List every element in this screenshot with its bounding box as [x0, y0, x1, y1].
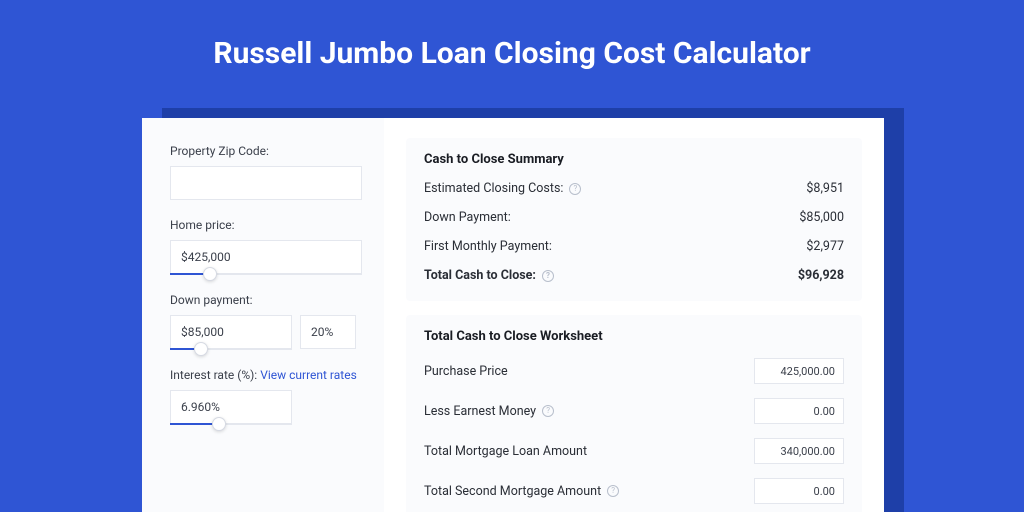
results-panel: Cash to Close Summary Estimated Closing … [384, 118, 884, 512]
slider-thumb[interactable] [212, 417, 226, 431]
home-price-label: Home price: [170, 218, 362, 232]
help-icon[interactable]: ? [569, 183, 581, 195]
worksheet-title: Total Cash to Close Worksheet [424, 329, 844, 344]
summary-section: Cash to Close Summary Estimated Closing … [406, 138, 862, 301]
home-price-slider[interactable] [170, 273, 362, 275]
help-icon[interactable]: ? [542, 405, 554, 417]
worksheet-row: Purchase Price 425,000.00 [424, 358, 844, 384]
summary-row: Estimated Closing Costs:? $8,951 [424, 181, 844, 196]
down-payment-field: Down payment: $85,000 20% [170, 293, 362, 350]
worksheet-row-label-text: Less Earnest Money [424, 404, 536, 419]
worksheet-row-label: Purchase Price [424, 364, 508, 379]
worksheet-row: Less Earnest Money? 0.00 [424, 398, 844, 424]
down-payment-percent-value: 20% [311, 325, 333, 339]
down-payment-amount-value: $85,000 [181, 325, 224, 339]
worksheet-row-label: Total Second Mortgage Amount? [424, 484, 619, 499]
summary-row-label: Down Payment: [424, 210, 511, 225]
worksheet-row-value: 0.00 [814, 485, 835, 498]
worksheet-row-label-text: Total Second Mortgage Amount [424, 484, 601, 499]
worksheet-section: Total Cash to Close Worksheet Purchase P… [406, 315, 862, 512]
page-background: Russell Jumbo Loan Closing Cost Calculat… [0, 0, 1024, 512]
summary-row: First Monthly Payment: $2,977 [424, 239, 844, 254]
summary-row-value: $85,000 [799, 210, 844, 225]
worksheet-row-input[interactable]: 340,000.00 [754, 438, 844, 464]
interest-rate-slider[interactable] [170, 423, 292, 425]
down-payment-slider[interactable] [170, 348, 292, 350]
worksheet-row-input[interactable]: 0.00 [754, 398, 844, 424]
slider-thumb[interactable] [203, 267, 217, 281]
worksheet-row-label: Total Mortgage Loan Amount [424, 444, 587, 459]
worksheet-row-label-text: Purchase Price [424, 364, 508, 379]
summary-row-value: $96,928 [798, 268, 844, 283]
summary-row-label-text: First Monthly Payment: [424, 239, 552, 254]
down-payment-label: Down payment: [170, 293, 362, 307]
summary-row-value: $8,951 [806, 181, 844, 196]
worksheet-row-value: 0.00 [814, 405, 835, 418]
worksheet-row: Total Mortgage Loan Amount 340,000.00 [424, 438, 844, 464]
calculator-card: Property Zip Code: Home price: $425,000 … [142, 118, 884, 512]
zip-label: Property Zip Code: [170, 144, 362, 158]
worksheet-row-input[interactable]: 425,000.00 [754, 358, 844, 384]
summary-row-label-text: Total Cash to Close: [424, 268, 536, 283]
help-icon[interactable]: ? [542, 270, 554, 282]
worksheet-row-label-text: Total Mortgage Loan Amount [424, 444, 587, 459]
summary-row-label: Total Cash to Close:? [424, 268, 554, 283]
home-price-field: Home price: $425,000 [170, 218, 362, 275]
summary-row-label: Estimated Closing Costs:? [424, 181, 581, 196]
slider-thumb[interactable] [194, 342, 208, 356]
summary-row-value: $2,977 [806, 239, 844, 254]
interest-rate-label: Interest rate (%): View current rates [170, 368, 362, 382]
interest-rate-label-text: Interest rate (%): [170, 368, 257, 382]
summary-row-label-text: Estimated Closing Costs: [424, 181, 563, 196]
zip-field: Property Zip Code: [170, 144, 362, 200]
worksheet-row-label: Less Earnest Money? [424, 404, 554, 419]
interest-rate-value: 6.960% [181, 400, 220, 414]
inputs-sidebar: Property Zip Code: Home price: $425,000 … [142, 118, 384, 512]
summary-row-label-text: Down Payment: [424, 210, 511, 225]
summary-row-label: First Monthly Payment: [424, 239, 552, 254]
summary-row: Down Payment: $85,000 [424, 210, 844, 225]
worksheet-row: Total Second Mortgage Amount? 0.00 [424, 478, 844, 504]
interest-rate-input[interactable]: 6.960% [170, 390, 292, 424]
help-icon[interactable]: ? [607, 485, 619, 497]
zip-input[interactable] [170, 166, 362, 200]
summary-title: Cash to Close Summary [424, 152, 844, 167]
worksheet-row-input[interactable]: 0.00 [754, 478, 844, 504]
page-title: Russell Jumbo Loan Closing Cost Calculat… [0, 0, 1024, 71]
down-payment-percent-input[interactable]: 20% [300, 315, 356, 349]
worksheet-row-value: 425,000.00 [780, 365, 835, 378]
view-rates-link[interactable]: View current rates [260, 368, 357, 382]
home-price-value: $425,000 [181, 250, 231, 264]
down-payment-amount-input[interactable]: $85,000 [170, 315, 292, 349]
interest-rate-field: Interest rate (%): View current rates 6.… [170, 368, 362, 425]
summary-row: Total Cash to Close:? $96,928 [424, 268, 844, 283]
home-price-input[interactable]: $425,000 [170, 240, 362, 274]
worksheet-row-value: 340,000.00 [780, 445, 835, 458]
